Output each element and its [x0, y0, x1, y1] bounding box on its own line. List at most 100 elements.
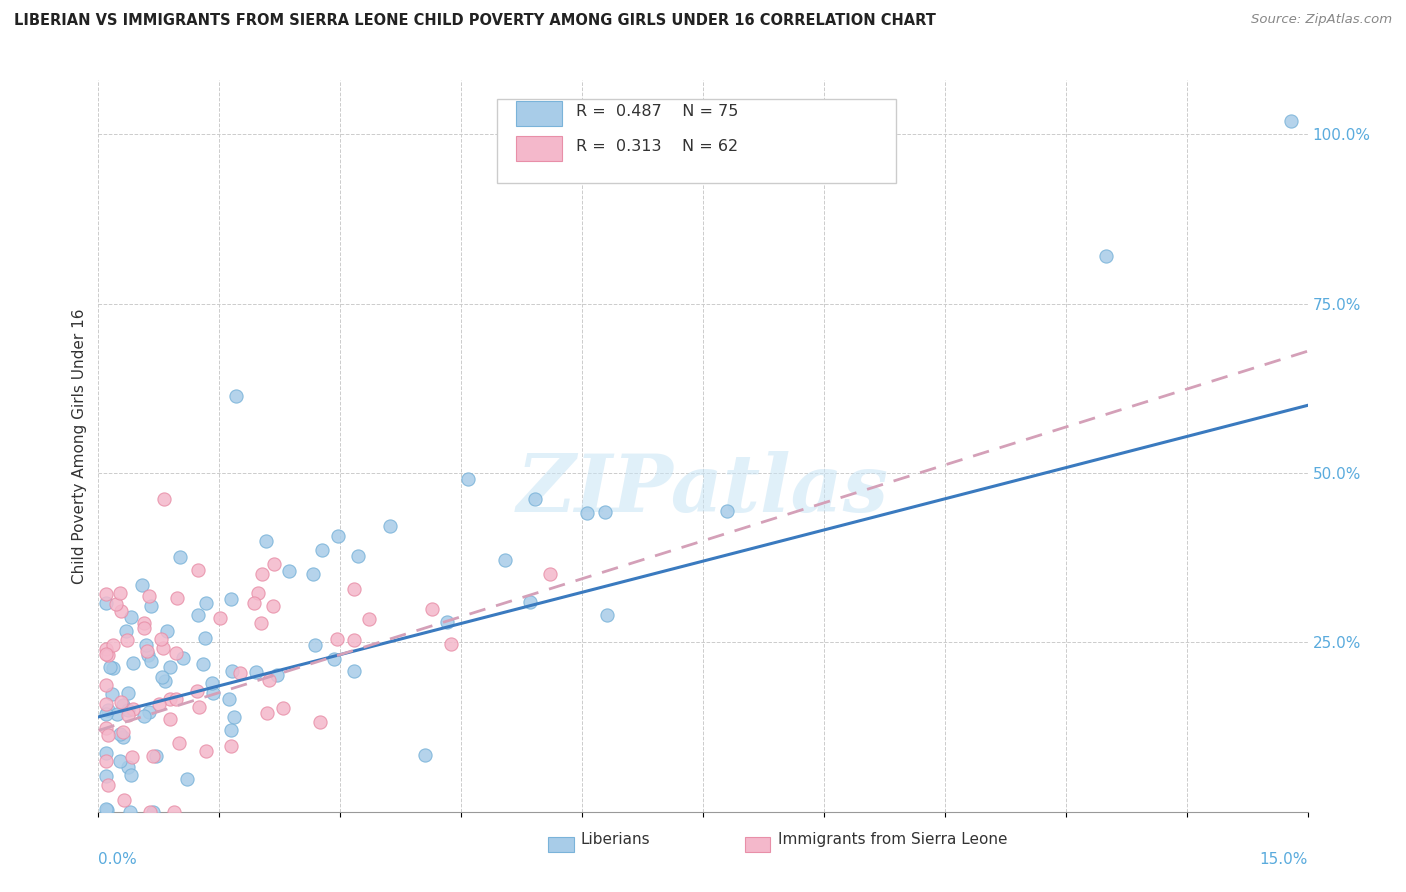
Bar: [548, 838, 574, 852]
Point: [202, 686, 225, 700]
Point: [308, 715, 330, 730]
Point: [96, 706, 118, 721]
Point: [201, 675, 224, 690]
Point: [165, 692, 187, 706]
Point: [97, 728, 120, 742]
Point: [266, 668, 288, 682]
Point: [117, 703, 139, 717]
Point: [716, 504, 738, 518]
Point: [326, 632, 349, 647]
Point: [256, 706, 278, 721]
Point: [138, 705, 160, 719]
Point: [167, 736, 190, 750]
Point: [138, 590, 160, 604]
Point: [538, 566, 561, 581]
Point: [219, 723, 242, 737]
Point: [576, 507, 599, 521]
Point: [159, 712, 181, 726]
Text: Source: ZipAtlas.com: Source: ZipAtlas.com: [1251, 13, 1392, 27]
Point: [96, 754, 118, 768]
Point: [122, 657, 145, 671]
Point: [420, 602, 443, 616]
Point: [343, 632, 366, 647]
Point: [346, 549, 368, 563]
Point: [187, 608, 209, 623]
Point: [96, 596, 118, 610]
Point: [121, 750, 143, 764]
Point: [252, 567, 274, 582]
Point: [243, 596, 266, 610]
Point: [195, 744, 218, 758]
Point: [302, 566, 325, 581]
Point: [159, 691, 181, 706]
Point: [103, 638, 125, 652]
Point: [304, 638, 326, 652]
Point: [134, 616, 156, 631]
Point: [219, 592, 242, 607]
Point: [263, 557, 285, 571]
Point: [115, 632, 138, 647]
Point: [101, 687, 124, 701]
Point: [114, 624, 136, 638]
Text: R =  0.487    N = 75: R = 0.487 N = 75: [576, 104, 738, 120]
Point: [96, 697, 118, 711]
Point: [176, 772, 198, 787]
Point: [494, 552, 516, 566]
Point: [96, 587, 118, 601]
Point: [134, 709, 156, 723]
Point: [152, 670, 174, 684]
Point: [136, 644, 159, 658]
Point: [343, 665, 366, 679]
Point: [165, 646, 187, 660]
Point: [139, 654, 162, 668]
Point: [97, 648, 120, 662]
Point: [262, 599, 284, 613]
Point: [96, 678, 118, 692]
Point: [97, 703, 120, 717]
Point: [229, 666, 252, 681]
Point: [169, 549, 191, 564]
Point: [148, 697, 170, 711]
Point: [155, 624, 177, 639]
Point: [152, 641, 174, 656]
Point: [112, 730, 135, 744]
Point: [593, 505, 616, 519]
Point: [187, 700, 209, 714]
Point: [120, 805, 142, 819]
FancyBboxPatch shape: [516, 136, 561, 161]
Point: [110, 727, 132, 741]
Point: [413, 748, 436, 763]
Point: [112, 793, 135, 807]
Text: Liberians: Liberians: [581, 832, 651, 847]
Bar: [745, 838, 770, 852]
Point: [221, 664, 243, 678]
Point: [219, 739, 242, 753]
Point: [524, 492, 547, 507]
Point: [166, 591, 188, 605]
Point: [225, 389, 247, 403]
Point: [193, 657, 215, 671]
Point: [1095, 249, 1118, 263]
Point: [96, 769, 118, 783]
Point: [103, 660, 125, 674]
Text: 15.0%: 15.0%: [1260, 852, 1308, 867]
Point: [120, 768, 142, 782]
Point: [1281, 114, 1303, 128]
Point: [112, 698, 135, 712]
Point: [134, 621, 156, 635]
Text: Immigrants from Sierra Leone: Immigrants from Sierra Leone: [778, 832, 1007, 847]
Point: [172, 651, 194, 665]
Point: [359, 612, 381, 626]
Point: [311, 543, 333, 558]
Point: [257, 673, 280, 688]
Point: [98, 660, 121, 674]
Point: [328, 529, 350, 543]
Point: [135, 639, 157, 653]
Point: [519, 595, 541, 609]
Text: LIBERIAN VS IMMIGRANTS FROM SIERRA LEONE CHILD POVERTY AMONG GIRLS UNDER 16 CORR: LIBERIAN VS IMMIGRANTS FROM SIERRA LEONE…: [14, 13, 936, 29]
Point: [343, 582, 366, 596]
Point: [278, 564, 301, 578]
Point: [159, 660, 181, 674]
Point: [322, 652, 344, 666]
Point: [117, 760, 139, 774]
